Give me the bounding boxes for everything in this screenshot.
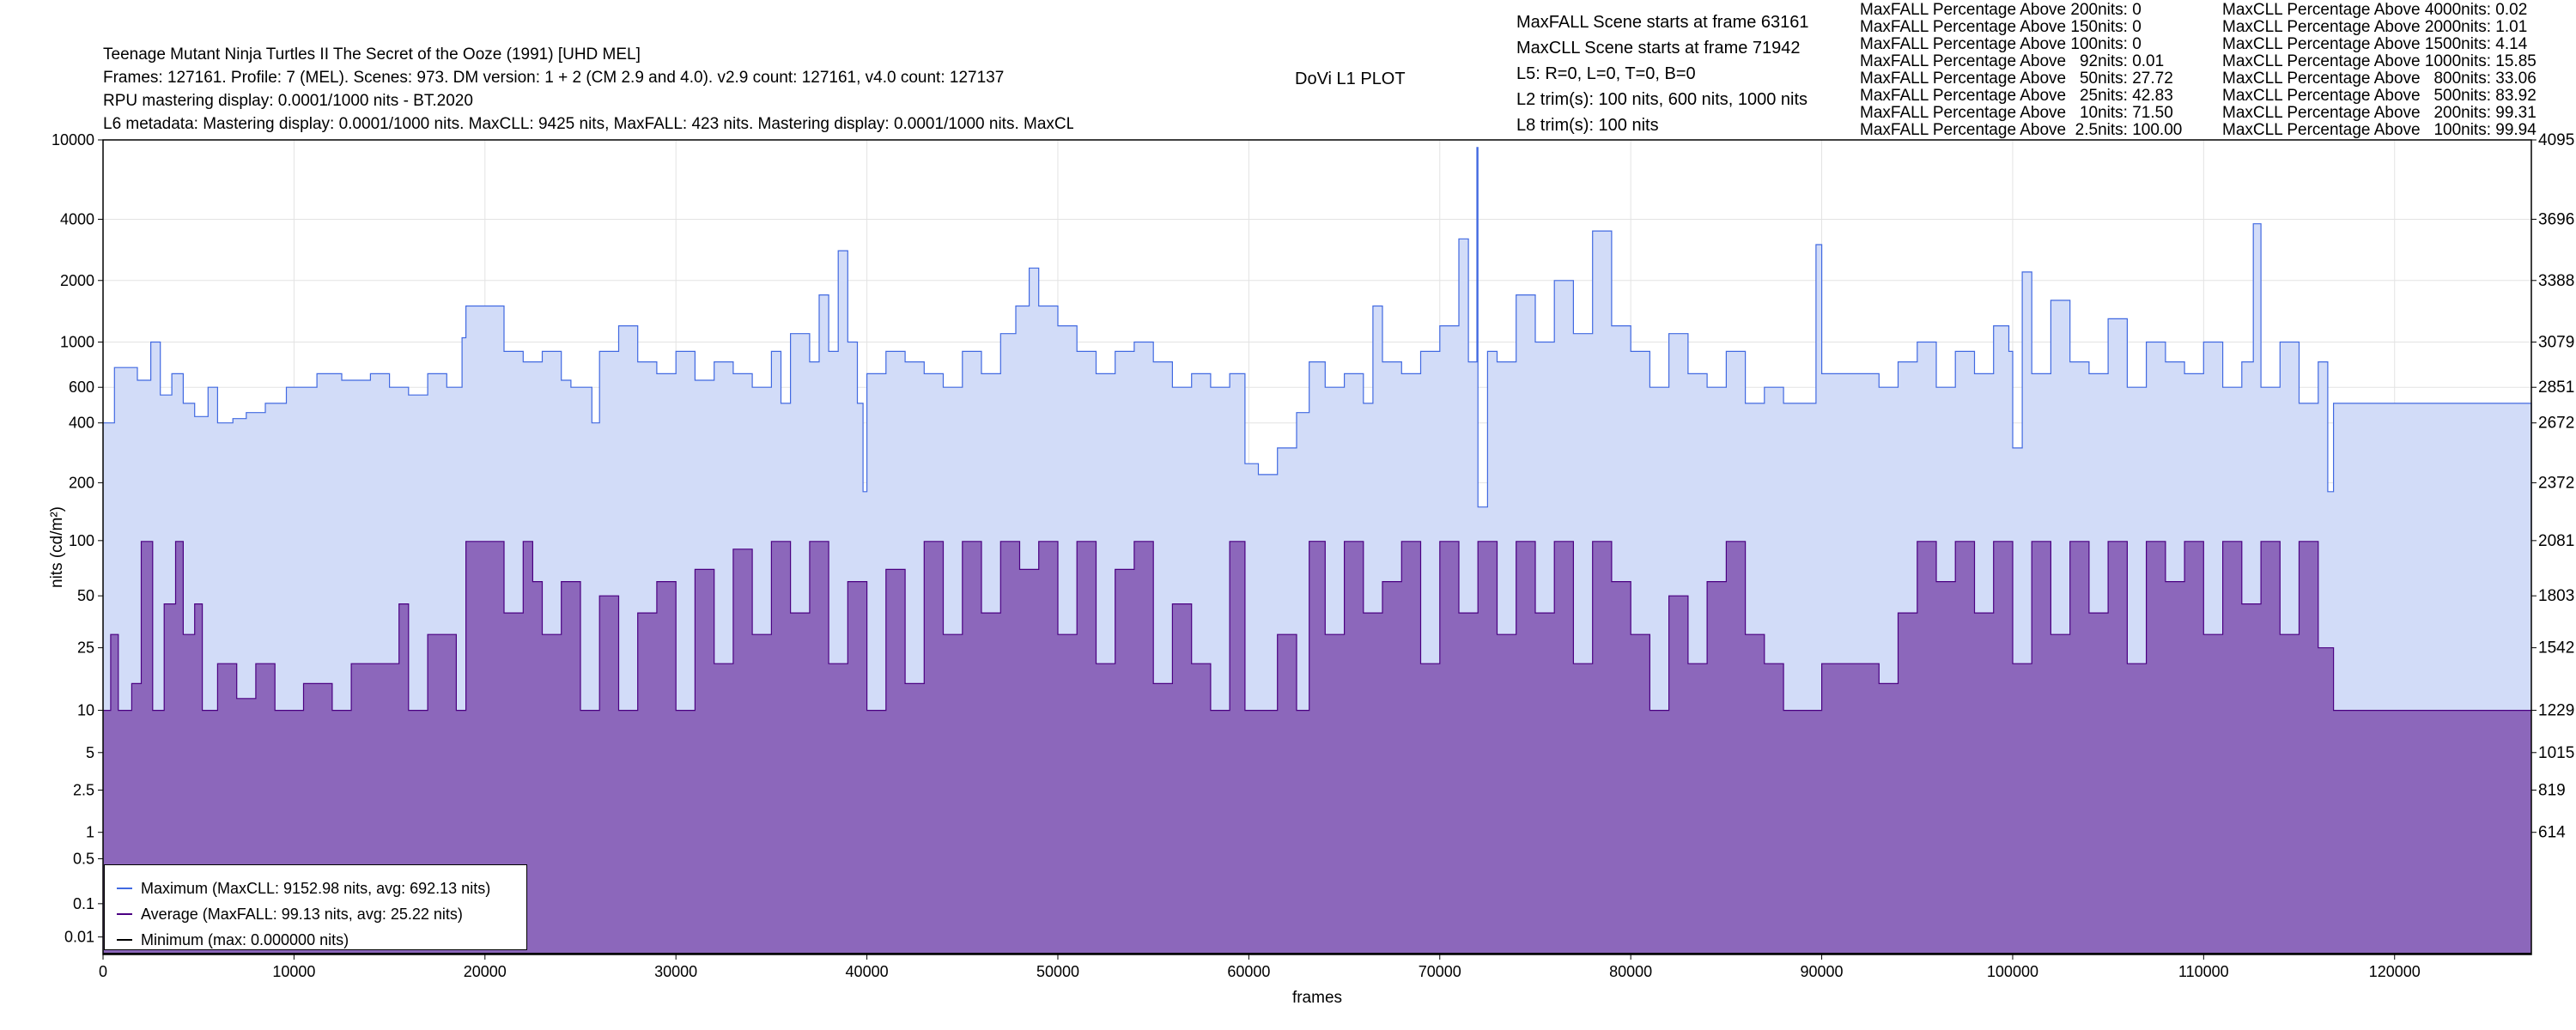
y2-tick-label: 2372 — [2538, 474, 2574, 492]
x-tick-label: 80000 — [1609, 963, 1652, 980]
maxfall-stat: MaxFALL Percentage Above 100nits: 0 — [1860, 35, 2142, 53]
maxfall-scene-start: MaxFALL Scene starts at frame 63161 — [1516, 13, 1809, 32]
plot-series — [103, 147, 2532, 955]
y-axis-ticks: 10000 4000 2000 1000 600 400 200 100 50 25 10 5 2.5 1… — [52, 131, 103, 946]
x-tick-label: 70000 — [1419, 963, 1461, 980]
legend-item-minimum: Minimum (max: 0.000000 nits) — [117, 931, 349, 948]
x-axis-ticks: 0 10000 20000 30000 40000 50000 60000 70000 8000… — [99, 954, 2421, 980]
legend-item-maximum: Maximum (MaxCLL: 9152.98 nits, avg: 692.… — [117, 880, 490, 897]
header-info: Teenage Mutant Ninja Turtles II The Secr… — [103, 46, 1073, 139]
maxfall-stat: MaxFALL Percentage Above 200nits: 0 — [1860, 1, 2142, 19]
y-tick-label: 2000 — [60, 272, 94, 289]
y2-tick-label: 2081 — [2538, 532, 2574, 550]
maximum-series-line — [103, 147, 2532, 541]
plot-title: DoVi L1 PLOT — [1295, 70, 1406, 88]
y-tick-label: 50 — [77, 587, 94, 604]
maxcll-stat: MaxCLL Percentage Above 1500nits: 4.14 — [2222, 35, 2528, 53]
maxcll-stat: MaxCLL Percentage Above 100nits: 99.94 — [2222, 121, 2537, 139]
plot-frame — [102, 139, 2532, 955]
chart-legend: Maximum (MaxCLL: 9152.98 nits, avg: 692.… — [104, 864, 527, 950]
scene-info: MaxFALL Scene starts at frame 63161 MaxC… — [1516, 14, 1809, 142]
y-axis-label: nits (cd/m²) — [48, 506, 66, 588]
maxcll-stat: MaxCLL Percentage Above 1000nits: 15.85 — [2222, 52, 2537, 70]
y-tick-label: 10 — [77, 702, 94, 719]
maxfall-stat: MaxFALL Percentage Above 92nits: 0.01 — [1860, 52, 2165, 70]
x-tick-label: 0 — [99, 963, 107, 980]
x-tick-label: 120000 — [2369, 963, 2421, 980]
x-tick-label: 20000 — [464, 963, 507, 980]
x-tick-label: 40000 — [846, 963, 889, 980]
y-tick-label: 0.01 — [64, 929, 94, 946]
y2-tick-label: 2851 — [2538, 379, 2574, 397]
maxcll-stat: MaxCLL Percentage Above 4000nits: 0.02 — [2222, 1, 2528, 19]
y-tick-label: 1 — [86, 824, 94, 841]
maxcll-percentages: MaxCLL Percentage Above 4000nits: 0.02 M… — [2222, 2, 2537, 139]
axes — [102, 139, 2532, 955]
l5-info: L5: R=0, L=0, T=0, B=0 — [1516, 64, 1696, 83]
x-tick-label: 30000 — [654, 963, 697, 980]
legend-label-maximum: Maximum (MaxCLL: 9152.98 nits, avg: 692.… — [141, 879, 491, 897]
maxfall-stat: MaxFALL Percentage Above 25nits: 42.83 — [1860, 87, 2173, 105]
y-tick-label: 400 — [69, 415, 94, 432]
average-series-line — [103, 541, 2531, 712]
maxfall-percentages: MaxFALL Percentage Above 200nits: 0 MaxF… — [1860, 2, 2182, 139]
maxcll-stat: MaxCLL Percentage Above 200nits: 99.31 — [2222, 104, 2537, 122]
x-tick-label: 60000 — [1227, 963, 1270, 980]
x-tick-label: 100000 — [1987, 963, 2038, 980]
maxcll-stat: MaxCLL Percentage Above 800nits: 33.06 — [2222, 70, 2537, 88]
y2-tick-label: 3696 — [2538, 210, 2574, 228]
y2-tick-label: 614 — [2538, 824, 2566, 842]
y-tick-label: 5 — [86, 744, 94, 761]
l2-trims: L2 trim(s): 100 nits, 600 nits, 1000 nit… — [1516, 90, 1808, 109]
y-tick-label: 100 — [69, 532, 94, 549]
legend-item-average: Average (MaxFALL: 99.13 nits, avg: 25.22… — [117, 906, 463, 923]
y2-tick-label: 1229 — [2538, 702, 2574, 720]
y-tick-label: 200 — [69, 474, 94, 491]
legend-label-minimum: Minimum (max: 0.000000 nits) — [141, 930, 349, 948]
maxfall-stat: MaxFALL Percentage Above 2.5nits: 100.00 — [1860, 121, 2183, 139]
x-tick-label: 90000 — [1801, 963, 1844, 980]
y2-tick-label: 1803 — [2538, 587, 2574, 605]
legend-label-average: Average (MaxFALL: 99.13 nits, avg: 25.22… — [141, 905, 463, 923]
x-tick-label: 110000 — [2178, 963, 2229, 980]
y-tick-label: 600 — [69, 379, 94, 396]
maxcll-scene-start: MaxCLL Scene starts at frame 71942 — [1516, 39, 1801, 58]
maxcll-stat: MaxCLL Percentage Above 500nits: 83.92 — [2222, 87, 2537, 105]
average-area — [103, 541, 2531, 954]
x-tick-label: 10000 — [272, 963, 315, 980]
y2-tick-label: 819 — [2538, 782, 2566, 800]
y2-tick-label: 3388 — [2538, 272, 2574, 290]
y2-tick-label: 1542 — [2538, 639, 2574, 657]
maxfall-stat: MaxFALL Percentage Above 10nits: 71.50 — [1860, 104, 2173, 122]
y-tick-label: 25 — [77, 639, 94, 657]
legend-swatch-average — [117, 913, 132, 915]
x-axis-label: frames — [1292, 989, 1342, 1007]
video-title: Teenage Mutant Ninja Turtles II The Secr… — [103, 46, 641, 64]
y2-axis-ticks: 4095 3696 3388 3079 2851 2672 2372 2081 1803 1542… — [2531, 131, 2574, 842]
y-tick-label: 0.5 — [73, 851, 94, 868]
y-tick-label: 1000 — [60, 334, 94, 351]
y-tick-label: 4000 — [60, 210, 94, 227]
legend-swatch-maximum — [117, 888, 132, 889]
y-tick-label: 2.5 — [73, 782, 94, 799]
y2-tick-label: 4095 — [2538, 131, 2574, 149]
maxfall-stat: MaxFALL Percentage Above 50nits: 27.72 — [1860, 70, 2173, 88]
maxcll-stat: MaxCLL Percentage Above 2000nits: 1.01 — [2222, 18, 2528, 36]
y-tick-label: 0.1 — [73, 895, 94, 912]
y2-tick-label: 3079 — [2538, 334, 2574, 352]
y2-tick-label: 2672 — [2538, 415, 2574, 433]
y2-tick-label: 1015 — [2538, 744, 2574, 762]
frames-info: Frames: 127161. Profile: 7 (MEL). Scenes… — [103, 69, 1005, 87]
l6-metadata: L6 metadata: Mastering display: 0.0001/1… — [103, 115, 1073, 133]
rpu-mastering-display: RPU mastering display: 0.0001/1000 nits … — [103, 92, 473, 110]
legend-swatch-minimum — [117, 939, 132, 941]
x-tick-label: 50000 — [1036, 963, 1079, 980]
y-tick-label: 10000 — [52, 131, 94, 148]
maxfall-stat: MaxFALL Percentage Above 150nits: 0 — [1860, 18, 2142, 36]
l8-trims: L8 trim(s): 100 nits — [1516, 116, 1659, 135]
